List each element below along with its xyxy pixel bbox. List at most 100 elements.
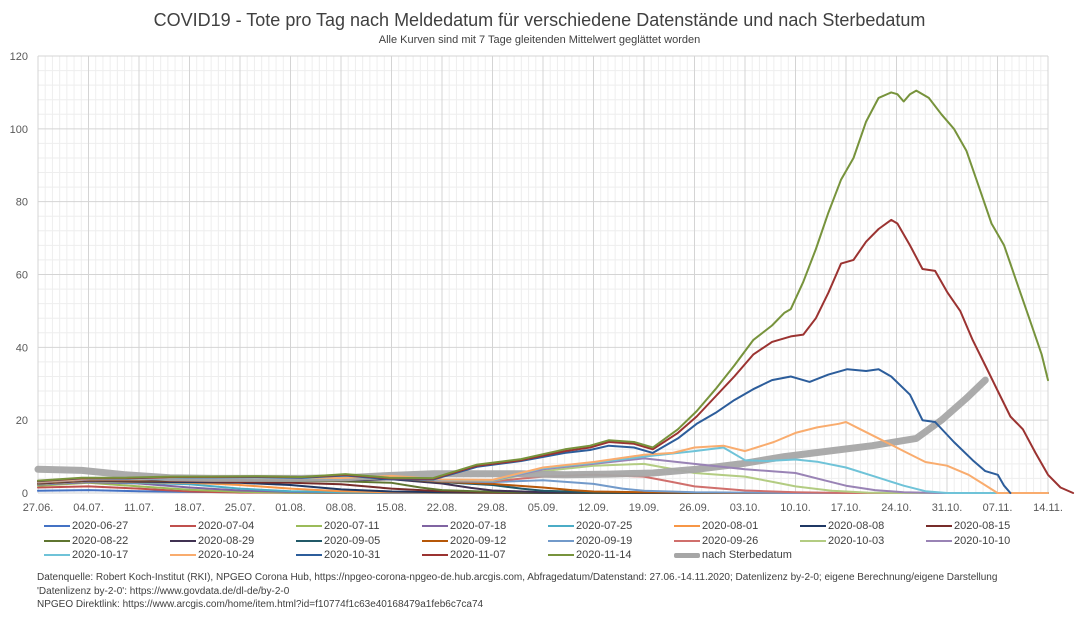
x-tick-label: 14.11. [1033,502,1063,514]
x-tick-label: 11.07. [124,502,154,514]
legend-item: 2020-09-05 [296,535,380,547]
legend-item: 2020-09-19 [548,535,632,547]
legend-swatch [800,525,826,527]
x-tick-label: 10.10. [780,502,811,514]
y-tick-label: 100 [10,124,28,136]
source-note: Datenquelle: Robert Koch-Institut (RKI),… [37,571,997,612]
y-tick-label: 60 [16,270,28,282]
legend-item: 2020-11-14 [548,549,631,561]
legend-item: 2020-08-01 [674,520,758,532]
x-tick-label: 18.07. [174,502,205,514]
x-tick-label: 07.11. [983,502,1013,514]
x-tick-label: 04.07. [73,502,104,514]
legend-swatch [296,525,322,527]
legend-label: 2020-08-01 [702,520,759,532]
legend-swatch [422,554,448,556]
legend-label: 2020-08-22 [72,534,129,547]
legend-label: 2020-10-17 [72,549,129,561]
legend-label: 2020-08-29 [198,534,255,547]
legend-label: 2020-07-04 [198,520,255,532]
legend-item: 2020-10-10 [926,535,1010,547]
legend-label: 2020-09-19 [576,534,633,547]
legend-item: 2020-10-31 [296,549,380,561]
legend-label: 2020-10-24 [198,549,255,561]
legend-item: 2020-08-08 [800,520,884,532]
legend-swatch [548,525,574,527]
legend-swatch [296,539,322,542]
legend-swatch [674,525,700,527]
legend-item: 2020-08-29 [170,535,254,547]
legend-swatch [170,525,196,527]
legend-swatch [296,554,322,556]
x-tick-label: 12.09. [578,502,609,514]
x-tick-label: 17.10. [831,502,862,514]
x-tick-label: 01.08. [275,502,306,514]
source-line-2: 'Datenlizenz by-2-0': https://www.govdat… [37,585,290,597]
chart-title: COVID19 - Tote pro Tag nach Meldedatum f… [153,10,926,30]
legend-item: 2020-08-15 [926,520,1010,532]
legend-label: 2020-07-18 [450,520,507,532]
legend-swatch [44,525,70,527]
legend-label: 2020-11-14 [576,549,632,561]
legend-item: nach Sterbedatum [674,549,792,561]
series-lines [34,89,1075,494]
x-tick-label: 27.06. [23,502,54,514]
legend-swatch [674,539,700,542]
legend-item: 2020-10-17 [44,549,128,561]
legend-label: nach Sterbedatum [702,549,792,561]
series-line-2020-11-14 [37,89,1049,482]
legend-label: 2020-07-25 [576,520,633,532]
legend-swatch [44,554,70,556]
legend-swatch [926,539,952,542]
legend-item: 2020-10-24 [170,549,254,561]
legend-item: 2020-11-07 [422,549,505,561]
legend-item: 2020-09-26 [674,535,758,547]
x-tick-label: 15.08. [376,502,407,514]
legend-label: 2020-08-08 [828,520,885,532]
y-axis-ticks: 0 20 40 60 80 100 120 [10,51,28,500]
x-axis-ticks: 27.06. 04.07. 11.07. 18.07. 25.07. 01.08. 08.0… [23,502,1063,514]
legend-label: 2020-09-05 [324,534,381,547]
x-tick-label: 31.10. [932,502,963,514]
y-tick-label: 20 [16,415,28,427]
legend-swatch [548,554,574,556]
legend-item: 2020-07-04 [170,520,254,532]
y-tick-label: 40 [16,342,28,354]
legend-item: 2020-10-03 [800,535,884,547]
legend-swatch [548,539,574,542]
legend-label: 2020-10-10 [954,534,1011,547]
legend-swatch [800,539,826,542]
y-tick-label: 0 [22,488,28,500]
legend-item: 2020-09-12 [422,535,506,547]
legend-label: 2020-07-11 [324,520,380,532]
x-tick-label: 25.07. [225,502,256,514]
chart-subtitle: Alle Kurven sind mit 7 Tage gleitenden M… [378,34,701,46]
x-tick-label: 26.09. [679,502,710,514]
x-tick-label: 24.10. [881,502,912,514]
grid-major [37,55,1049,494]
legend-label: 2020-09-26 [702,534,759,547]
legend-label: 2020-09-12 [450,534,507,547]
legend-item: 2020-07-25 [548,520,632,532]
source-line-3: NPGEO Direktlink: https://www.arcgis.com… [37,599,484,610]
x-tick-label: 05.09. [528,502,559,514]
legend-swatch [170,539,196,542]
x-tick-label: 08.08. [326,502,357,514]
legend-swatch [44,539,70,542]
legend-label: 2020-11-07 [450,549,506,561]
legend-swatch [422,539,448,542]
legend-label: 2020-06-27 [72,520,129,532]
legend-label: 2020-10-03 [828,534,885,547]
legend-item: 2020-06-27 [44,520,128,532]
x-tick-label: 19.09. [629,502,660,514]
y-tick-label: 120 [10,51,28,63]
source-line-1: Datenquelle: Robert Koch-Institut (RKI),… [37,572,998,583]
y-tick-label: 80 [16,197,28,209]
legend-label: 2020-08-15 [954,520,1011,532]
legend-item: 2020-07-11 [296,520,379,532]
legend-swatch [674,552,700,558]
x-tick-label: 29.08. [477,502,508,514]
legend-swatch [170,554,196,556]
x-tick-label: 03.10. [730,502,761,514]
